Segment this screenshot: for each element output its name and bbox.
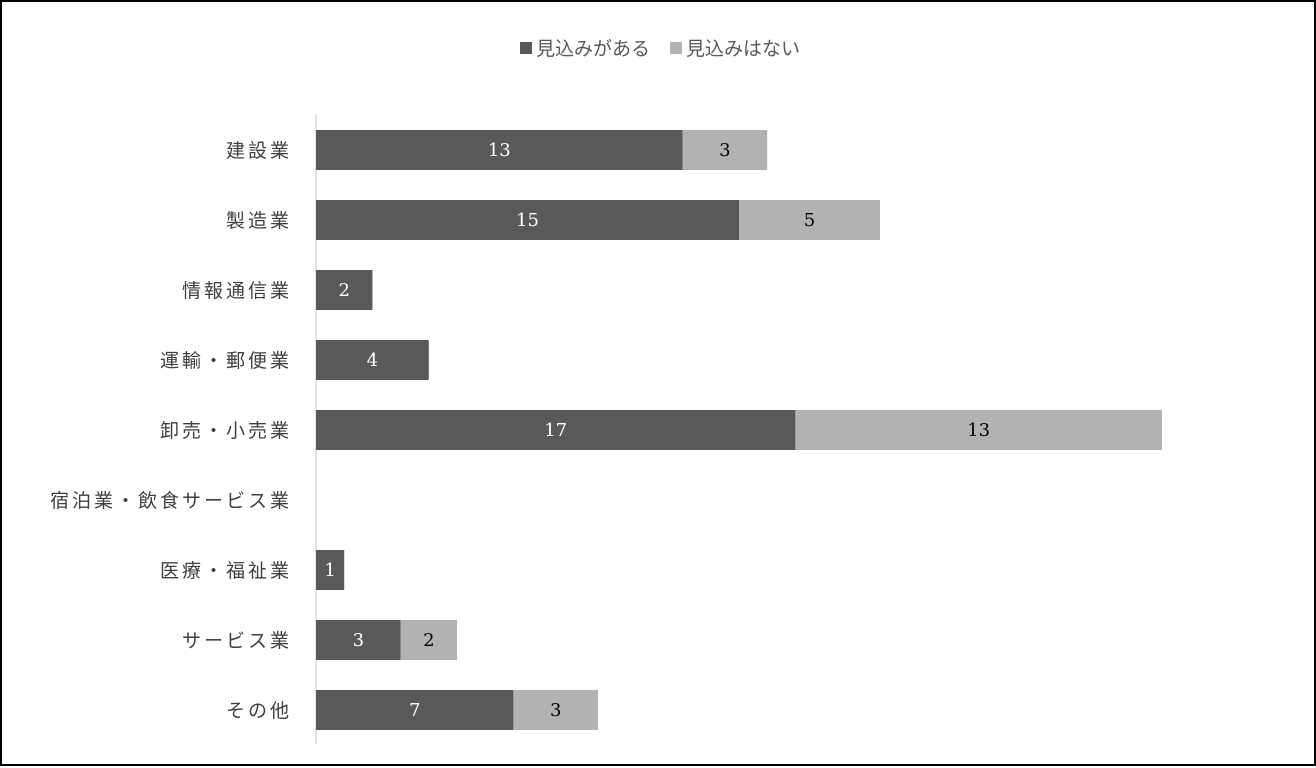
data-label-series-1: 7 <box>409 700 420 721</box>
data-label-series-1: 17 <box>544 420 567 441</box>
category-label: 運輸・郵便業 <box>160 350 292 372</box>
bar-segment-series-1 <box>316 410 796 450</box>
data-label-series-1: 3 <box>353 630 364 651</box>
data-label-series-1: 13 <box>488 140 511 161</box>
bar-segment-series-2 <box>400 620 457 660</box>
category-label: 建設業 <box>226 140 292 162</box>
bar-segment-series-1 <box>316 130 683 170</box>
data-label-series-1: 4 <box>367 350 378 371</box>
data-label-series-2: 5 <box>804 210 815 231</box>
data-label-series-1: 2 <box>338 280 349 301</box>
data-label-series-1: 1 <box>324 560 335 581</box>
bar-segment-series-1 <box>316 620 401 660</box>
bar-segment-series-2 <box>513 690 598 730</box>
category-label: 宿泊業・飲食サービス業 <box>50 490 292 512</box>
legend-swatch-series-1 <box>519 41 532 54</box>
legend-item-series-1: 見込みがある <box>519 34 650 61</box>
category-label: 情報通信業 <box>182 280 292 302</box>
data-label-series-2: 13 <box>967 420 990 441</box>
bar-segment-series-2 <box>795 410 1162 450</box>
data-label-series-2: 2 <box>423 630 434 651</box>
category-label: 卸売・小売業 <box>160 420 292 442</box>
bar-segment-series-2 <box>682 130 768 170</box>
bar-segment-series-1 <box>316 200 739 240</box>
bar-segment-series-1 <box>316 550 345 590</box>
category-label: その他 <box>226 700 292 722</box>
category-label: 医療・福祉業 <box>160 560 292 582</box>
data-label-series-1: 15 <box>516 210 539 231</box>
category-label: 製造業 <box>226 210 292 232</box>
legend-label-series-2: 見込みはない <box>686 38 801 60</box>
data-label-series-2: 3 <box>550 700 561 721</box>
bar-segment-series-1 <box>316 270 373 310</box>
bar-segment-series-1 <box>316 690 514 730</box>
legend-swatch-series-2 <box>670 41 682 54</box>
bar-segment-series-2 <box>739 200 880 240</box>
legend: 見込みがある 見込みはない <box>2 34 1316 61</box>
bar-segment-series-1 <box>316 340 429 380</box>
category-label: サービス業 <box>182 630 292 652</box>
legend-label-series-1: 見込みがある <box>535 38 650 60</box>
data-label-series-2: 3 <box>719 140 730 161</box>
legend-item-series-2: 見込みはない <box>670 34 800 61</box>
